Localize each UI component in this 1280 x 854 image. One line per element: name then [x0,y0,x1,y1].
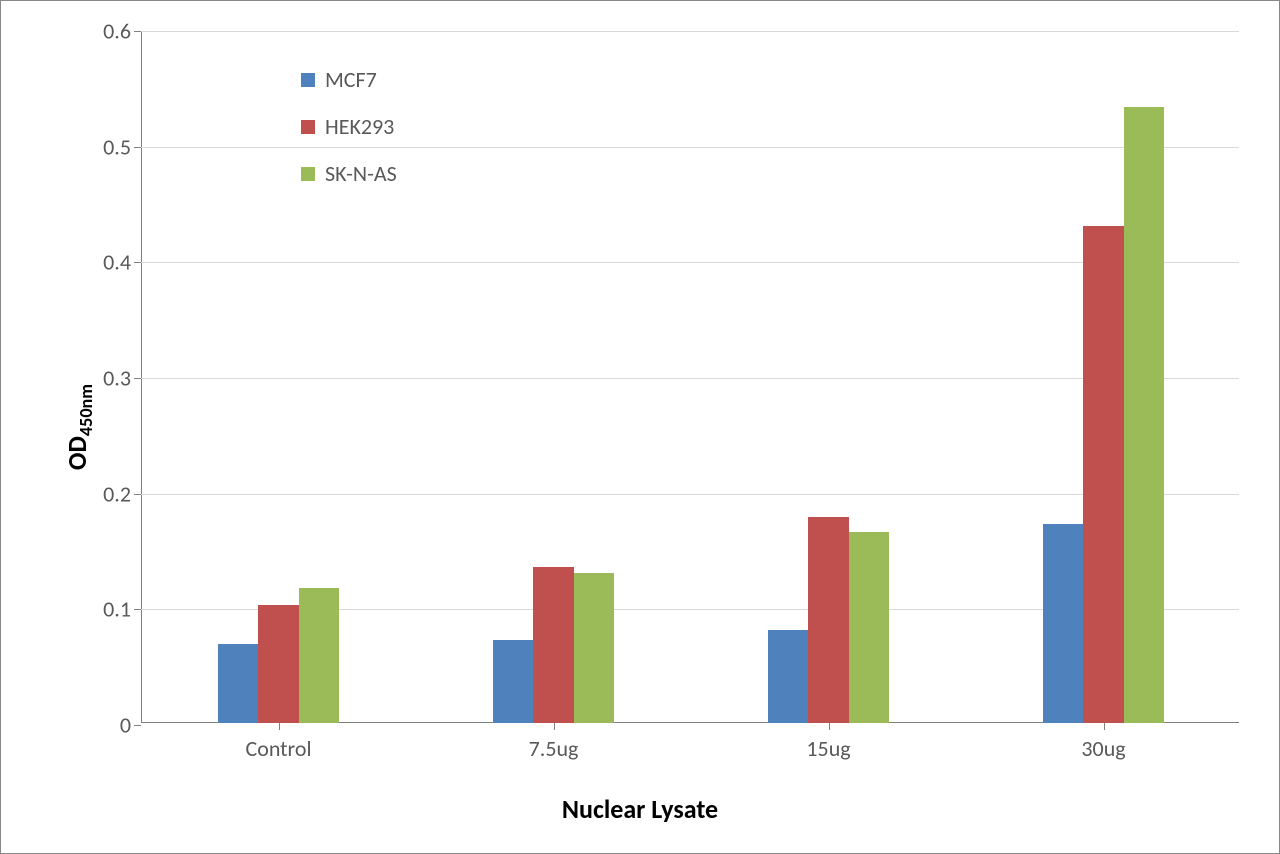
bar [808,517,848,723]
y-axis-line [141,31,142,723]
y-tick-mark [134,494,141,495]
x-axis-title: Nuclear Lysate [562,793,718,825]
bar [1043,524,1083,723]
bar [574,573,614,723]
chart-container: OD450nm Nuclear Lysate 0 0.1 0.2 0.3 0.4 0.5 0… [0,0,1280,854]
y-tick-mark [134,725,141,726]
bar [849,532,889,723]
y-tick-label: 0.2 [103,480,131,507]
gridline [141,378,1239,379]
x-tick-mark [829,723,830,730]
y-tick-label: 0 [120,712,131,739]
y-axis-title-sub: 450nm [75,384,97,436]
x-tick-mark [554,723,555,730]
gridline [141,262,1239,263]
x-tick-label: 7.5ug [529,735,579,762]
legend-label: HEK293 [325,113,394,140]
bar [299,588,339,723]
bar [493,640,533,723]
legend-swatch [301,120,315,134]
gridline [141,31,1239,32]
y-tick-label: 0.5 [103,133,131,160]
bar [218,644,258,723]
x-tick-label: 15ug [806,735,850,762]
legend-item: HEK293 [301,113,397,140]
legend-item: MCF7 [301,66,397,93]
y-tick-label: 0.6 [103,18,131,45]
y-tick-mark [134,147,141,148]
legend: MCF7 HEK293 SK-N-AS [301,66,397,207]
y-tick-label: 0.4 [103,249,131,276]
legend-item: SK-N-AS [301,160,397,187]
x-tick-mark [1104,723,1105,730]
y-axis-title: OD450nm [61,384,97,470]
y-tick-mark [134,262,141,263]
bar [1124,107,1164,724]
bar [258,605,298,723]
x-tick-mark [279,723,280,730]
x-tick-label: 30ug [1081,735,1125,762]
gridline [141,494,1239,495]
y-tick-label: 0.3 [103,365,131,392]
y-tick-mark [134,31,141,32]
bar [533,567,573,723]
legend-swatch [301,73,315,87]
y-tick-label: 0.1 [103,596,131,623]
bar [1083,226,1123,723]
bar [768,630,808,723]
y-tick-mark [134,609,141,610]
y-tick-mark [134,378,141,379]
y-axis-title-main: OD [61,436,93,470]
legend-label: MCF7 [325,66,377,93]
x-tick-label: Control [245,735,311,762]
legend-swatch [301,167,315,181]
legend-label: SK-N-AS [325,160,397,187]
